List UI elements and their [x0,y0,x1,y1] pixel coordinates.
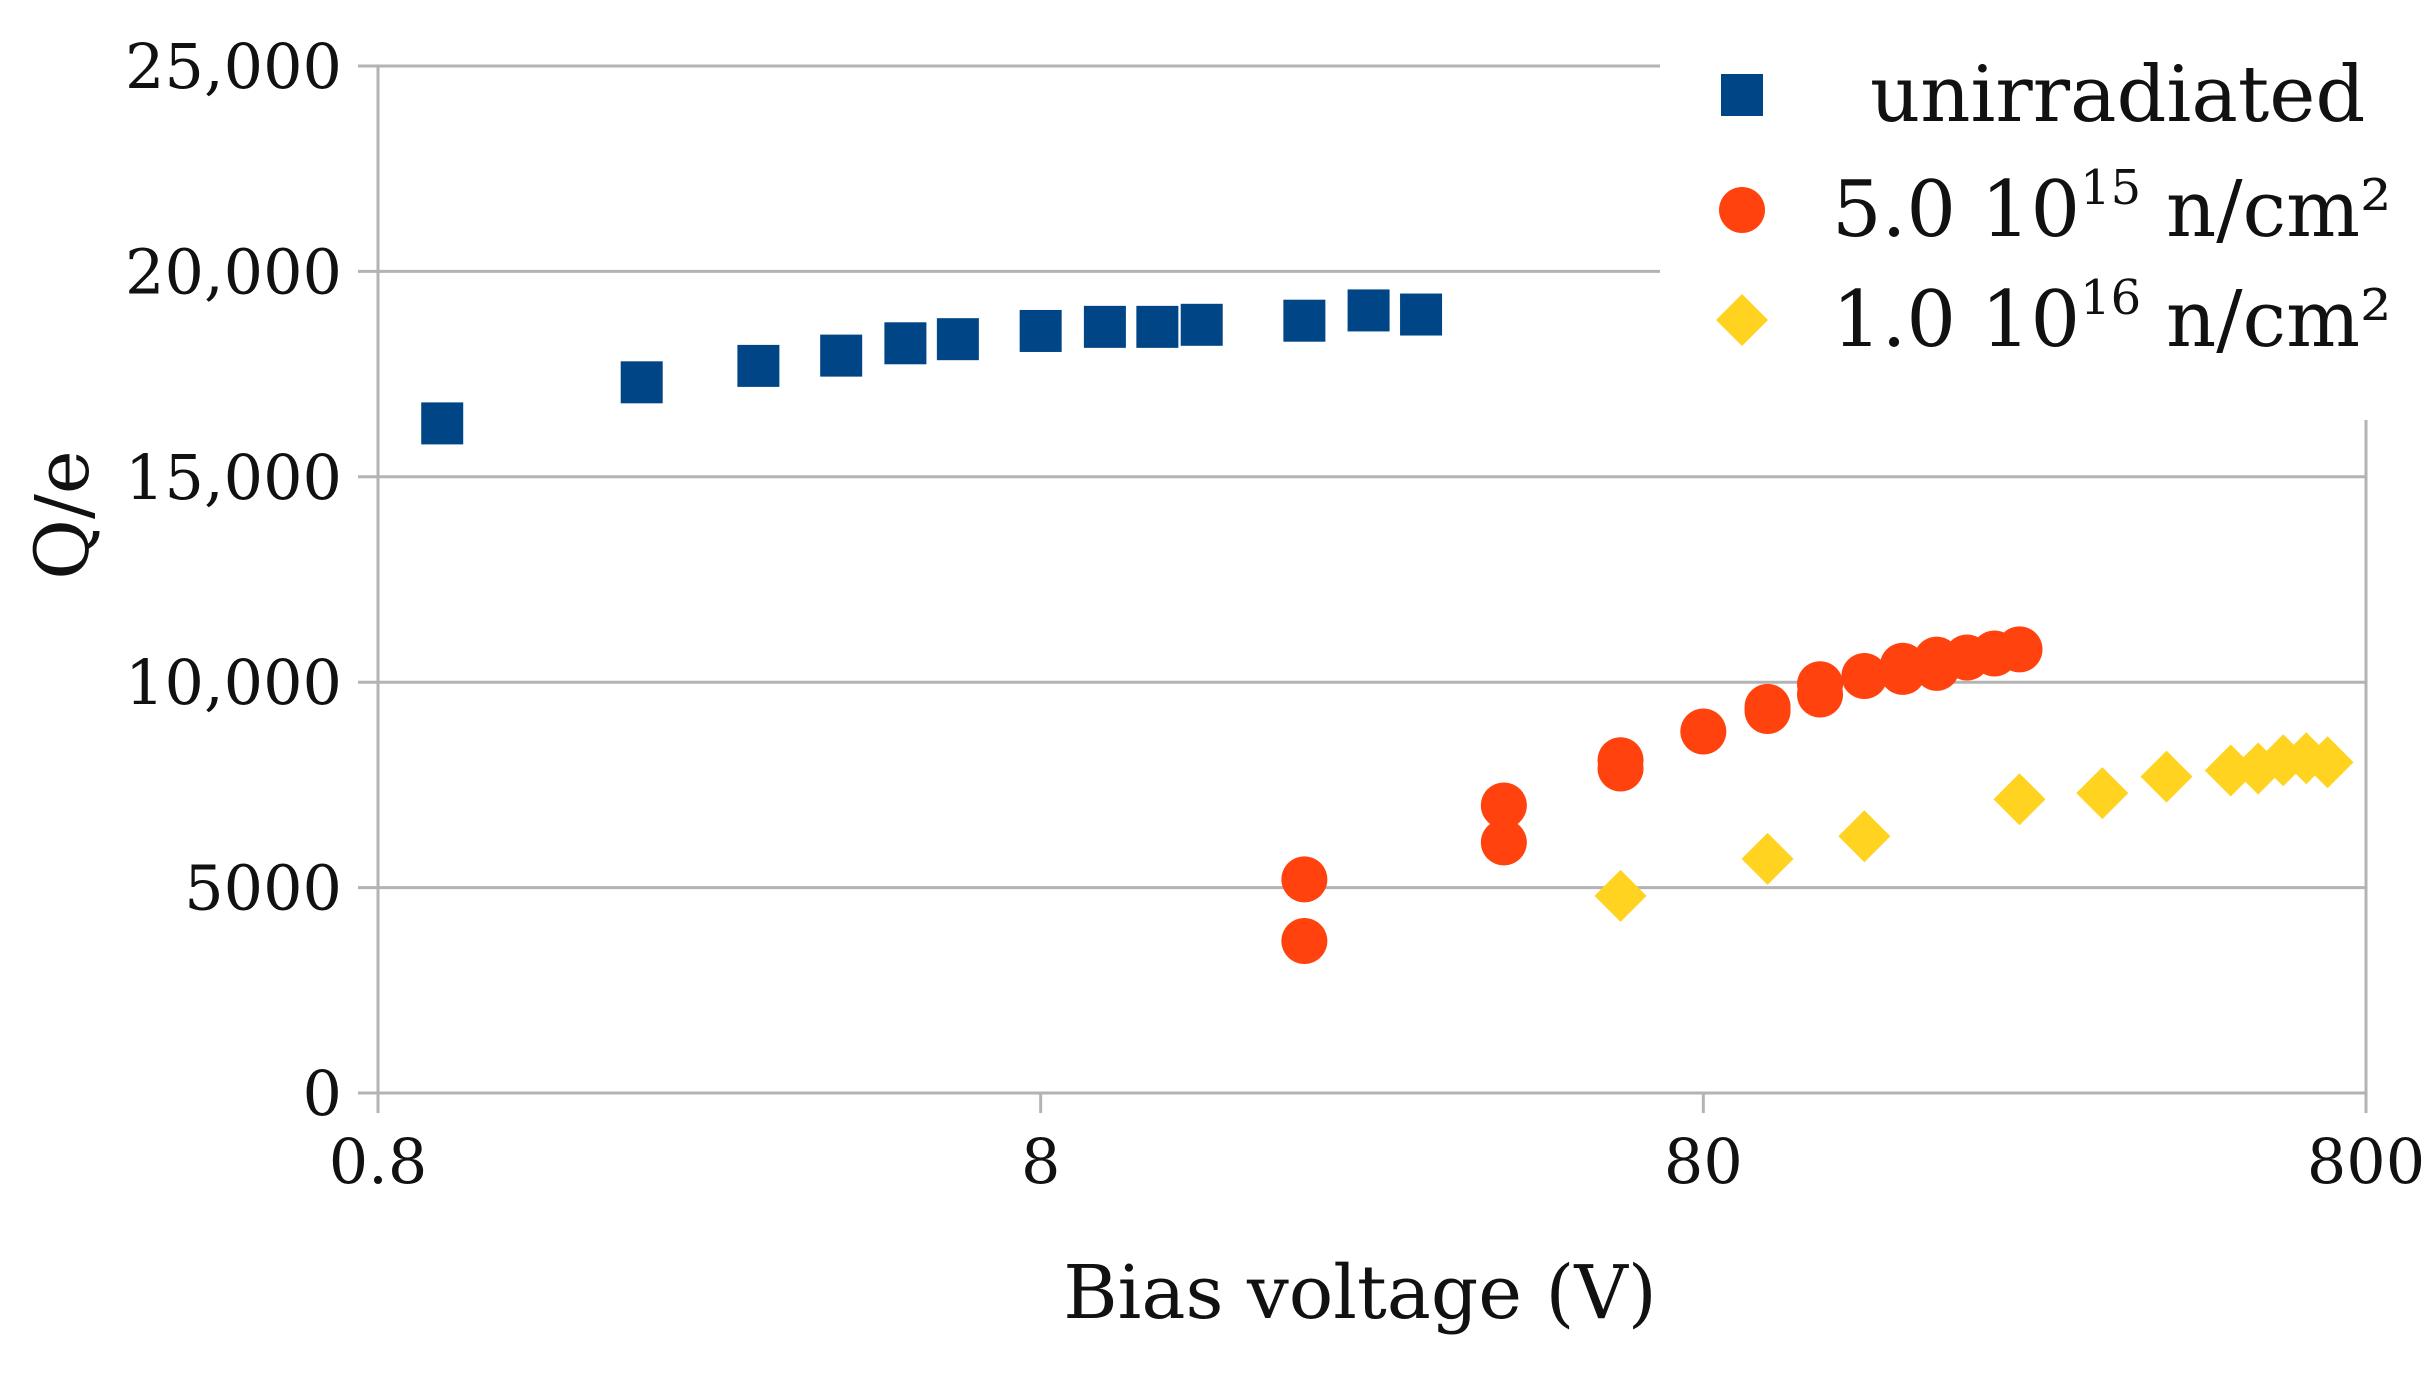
y-tick-label-5: 25,000 [125,30,342,103]
legend-label-0: unirradiated [1870,50,2365,140]
circle-point-1-13 [1879,642,1926,689]
circle-point-1-6 [1680,708,1727,755]
square-point-0-0 [421,402,464,445]
square-point-0-7 [1083,305,1126,348]
circle-point-1-10 [1797,661,1844,708]
x-tick-label-2: 80 [1664,1125,1743,1198]
legend-marker-diamond [1716,294,1768,346]
diamond-point-2-2 [1838,810,1891,863]
diamond-point-2-10 [2301,736,2354,789]
circle-point-1-8 [1744,683,1791,730]
square-point-0-1 [620,361,663,404]
legend-marker-square [1721,74,1763,116]
legend: unirradiated 5.0 1015 n/cm² 1.0 1016 n/cm² [1660,40,2400,420]
diamond-point-2-5 [2140,750,2193,803]
circle-point-1-18 [1996,626,2043,673]
circle-point-1-1 [1281,856,1328,903]
circle-point-1-2 [1480,819,1527,866]
circle-point-1-3 [1480,782,1527,829]
circle-point-1-5 [1597,737,1644,784]
square-point-0-3 [820,334,863,377]
legend-label-2: 1.0 1016 n/cm² [1832,270,2391,365]
y-tick-label-3: 15,000 [125,441,342,514]
x-axis-title: Bias voltage (V) [1063,1250,1656,1336]
y-tick-label-1: 5000 [184,852,342,925]
diamond-point-2-1 [1741,832,1794,885]
legend-background [1660,40,2400,420]
y-tick-label-4: 20,000 [125,235,342,308]
square-point-0-9 [1180,303,1223,346]
legend-label-1: 5.0 1015 n/cm² [1832,160,2391,255]
square-point-0-6 [1019,309,1062,352]
square-point-0-12 [1400,293,1443,336]
square-point-0-4 [884,322,927,365]
circle-point-1-11 [1841,653,1888,700]
square-point-0-2 [737,344,780,387]
marks-layer [421,289,2354,965]
x-tick-label-3: 800 [2307,1125,2425,1198]
y-tick-label-2: 10,000 [125,646,342,719]
y-axis-title: Q/e [20,450,106,579]
x-tick-label-1: 8 [1021,1125,1060,1198]
legend-marker-circle [1719,187,1765,233]
diamond-point-2-3 [1993,773,2046,826]
diamond-point-2-4 [2076,767,2129,820]
series-circle [1281,626,2043,965]
square-point-0-8 [1136,305,1179,348]
diamond-point-2-0 [1594,869,1647,922]
square-point-0-10 [1283,299,1326,342]
square-point-0-11 [1347,289,1390,332]
series-diamond [1594,732,2354,922]
series-square [421,289,1443,445]
axis-layer: 0 5000 10,000 15,000 20,000 25,000 0.8 8 80 800 [125,30,2425,1198]
y-tick-label-0: 0 [303,1057,342,1130]
x-tick-label-0: 0.8 [329,1125,428,1198]
circle-point-1-0 [1281,918,1328,965]
square-point-0-5 [936,318,979,361]
